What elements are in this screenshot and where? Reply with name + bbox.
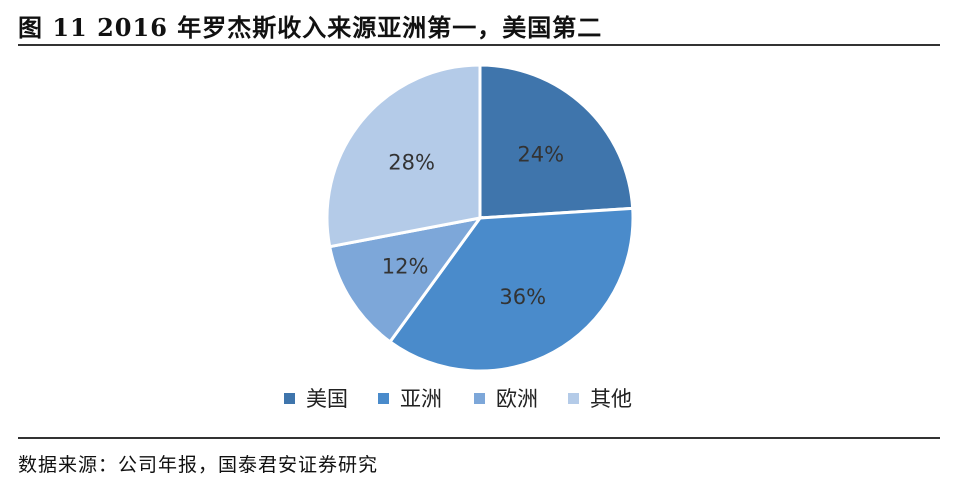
legend-swatch-0 <box>284 393 295 404</box>
legend-label-2: 欧洲 <box>496 387 538 411</box>
data-label-2: 12% <box>382 255 429 279</box>
pie-slice-0 <box>478 63 635 220</box>
legend-swatch-3 <box>568 393 579 404</box>
legend-swatch-1 <box>378 393 389 404</box>
data-label-0: 24% <box>517 142 564 166</box>
data-label-3: 28% <box>388 150 435 174</box>
figure-title: 图 11 2016 年罗杰斯收入来源亚洲第一，美国第二 <box>18 13 603 42</box>
data-label-1: 36% <box>499 285 546 309</box>
legend-label-1: 亚洲 <box>400 387 442 411</box>
pie-slice-1 <box>387 206 635 373</box>
title-divider <box>18 44 940 46</box>
pie-slice-2 <box>327 215 484 344</box>
legend-swatch-2 <box>474 393 485 404</box>
legend-label-0: 美国 <box>306 387 348 411</box>
legend-label-3: 其他 <box>590 387 632 411</box>
pie-slice-3 <box>325 63 482 249</box>
source-note: 数据来源：公司年报，国泰君安证券研究 <box>18 454 379 476</box>
source-divider <box>18 437 940 439</box>
